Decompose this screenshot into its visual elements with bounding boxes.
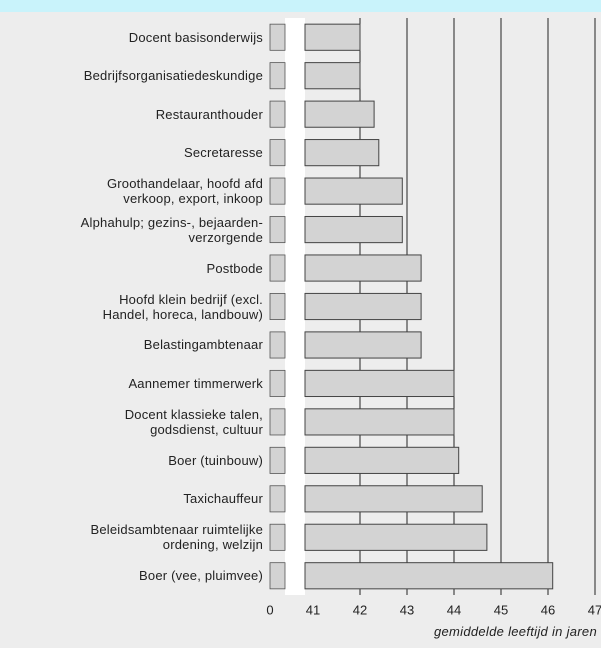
bar (304, 408, 455, 436)
bar (304, 523, 488, 551)
bar (304, 369, 455, 398)
x-tick-label: 45 (494, 602, 508, 617)
y-tick-label: Secretaresse (184, 145, 263, 161)
x-tick-label: 42 (353, 602, 367, 617)
x-axis-label: gemiddelde leeftijd in jaren (433, 624, 597, 639)
bar (304, 23, 361, 51)
bar (304, 485, 483, 513)
bar-stub (269, 62, 286, 90)
bar-stub (269, 100, 286, 128)
y-tick-label: Docent basisonderwijs (128, 29, 263, 45)
x-tick-label: 44 (447, 602, 461, 617)
x-tick-label: 47 (588, 602, 601, 617)
x-tick-label: 0 (266, 602, 273, 617)
bar-stub (269, 254, 286, 282)
bar-stub (269, 293, 286, 320)
bar-stub (269, 331, 286, 359)
bar (304, 177, 403, 205)
bar-stub (269, 369, 286, 397)
bar-stub (269, 139, 286, 167)
y-tick-label: Hoofd klein bedrijf (excl. Handel, horec… (102, 291, 263, 322)
y-tick-label: Beleidsambtenaar ruimtelijke ordening, w… (90, 522, 263, 553)
bar (304, 254, 422, 282)
axis-break (285, 18, 305, 595)
x-tick-label: 41 (306, 602, 320, 617)
y-tick-label: Boer (tuinbouw) (168, 452, 263, 468)
x-tick-label: 46 (541, 602, 555, 617)
bar-stub (269, 408, 286, 436)
bar-stub (269, 523, 286, 551)
y-tick-label: Restauranthouder (155, 106, 263, 122)
bar (304, 446, 460, 474)
y-tick-label: Docent klassieke talen, godsdienst, cult… (124, 406, 263, 437)
y-tick-label: Taxichauffeur (183, 491, 263, 507)
x-tick-label: 43 (400, 602, 414, 617)
bar-stub (269, 485, 286, 513)
bar-stub (269, 562, 286, 590)
y-tick-label: Alphahulp; gezins-, bejaarden- verzorgen… (80, 214, 263, 245)
y-tick-label: Bedrijfsorganisatiedeskundige (83, 68, 263, 84)
y-tick-label: Postbode (206, 260, 263, 276)
bar-stub (269, 23, 286, 51)
bar (304, 100, 375, 128)
bar (304, 215, 403, 244)
y-tick-label: Aannemer timmerwerk (128, 375, 263, 391)
y-tick-label: Belastingambtenaar (143, 337, 263, 353)
bar (304, 62, 361, 90)
bar (304, 562, 554, 590)
top-band (0, 0, 601, 12)
y-tick-label: Boer (vee, pluimvee) (139, 568, 263, 584)
bar (304, 331, 422, 359)
bar-stub (269, 446, 286, 474)
bar-stub (269, 216, 286, 244)
bar-stub (269, 177, 286, 205)
bar (304, 292, 422, 321)
y-tick-label: Groothandelaar, hoofd afd verkoop, expor… (106, 176, 263, 207)
bar (304, 139, 380, 167)
